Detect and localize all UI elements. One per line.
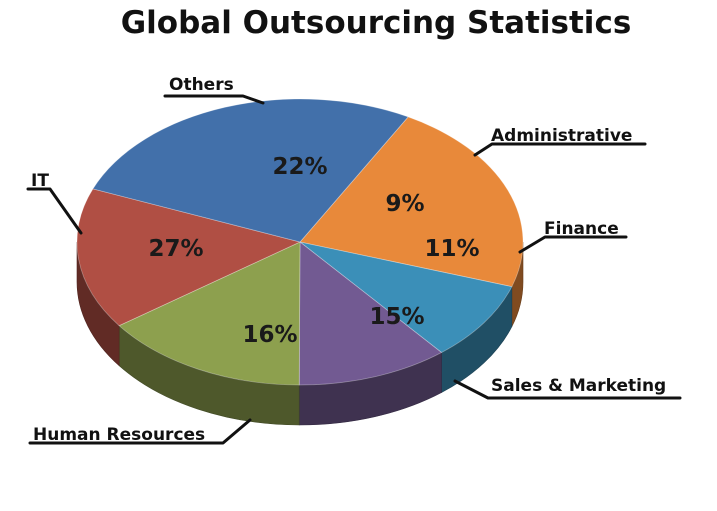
category-label-administrative: Administrative <box>491 126 632 146</box>
pie-slices <box>76 98 524 386</box>
leader-line-sales-marketing <box>453 379 682 400</box>
category-labels: Others Administrative Finance Sales & Marke… <box>31 75 666 445</box>
value-label-it: 27% <box>148 236 203 262</box>
category-label-human-resources: Human Resources <box>33 425 205 445</box>
leader-lines <box>26 94 682 445</box>
value-label-human-resources: 16% <box>242 322 297 348</box>
slice-administrative <box>299 241 513 353</box>
chart-title: Global Outsourcing Statistics <box>121 5 632 41</box>
slice-it <box>92 98 409 243</box>
slice-human-resources <box>76 188 302 327</box>
value-label-finance: 11% <box>424 236 479 262</box>
slice-others <box>299 116 524 288</box>
slice-sales-marketing <box>118 241 301 386</box>
category-label-others: Others <box>169 75 234 95</box>
category-label-finance: Finance <box>544 219 619 239</box>
value-label-administrative: 9% <box>385 191 424 217</box>
leader-line-finance <box>518 235 628 254</box>
value-label-sales-marketing: 15% <box>369 304 424 330</box>
leader-line-others <box>163 94 265 105</box>
category-label-sales-marketing: Sales & Marketing <box>491 376 666 396</box>
leader-line-human-resources <box>28 418 252 445</box>
value-labels: 22% 9%11% 15% 16% 27% <box>148 154 479 348</box>
category-label-it: IT <box>31 171 49 191</box>
leader-line-administrative <box>473 142 647 157</box>
value-label-others: 22% <box>272 154 327 180</box>
slice-finance <box>298 241 443 386</box>
leader-line-it <box>26 187 83 235</box>
